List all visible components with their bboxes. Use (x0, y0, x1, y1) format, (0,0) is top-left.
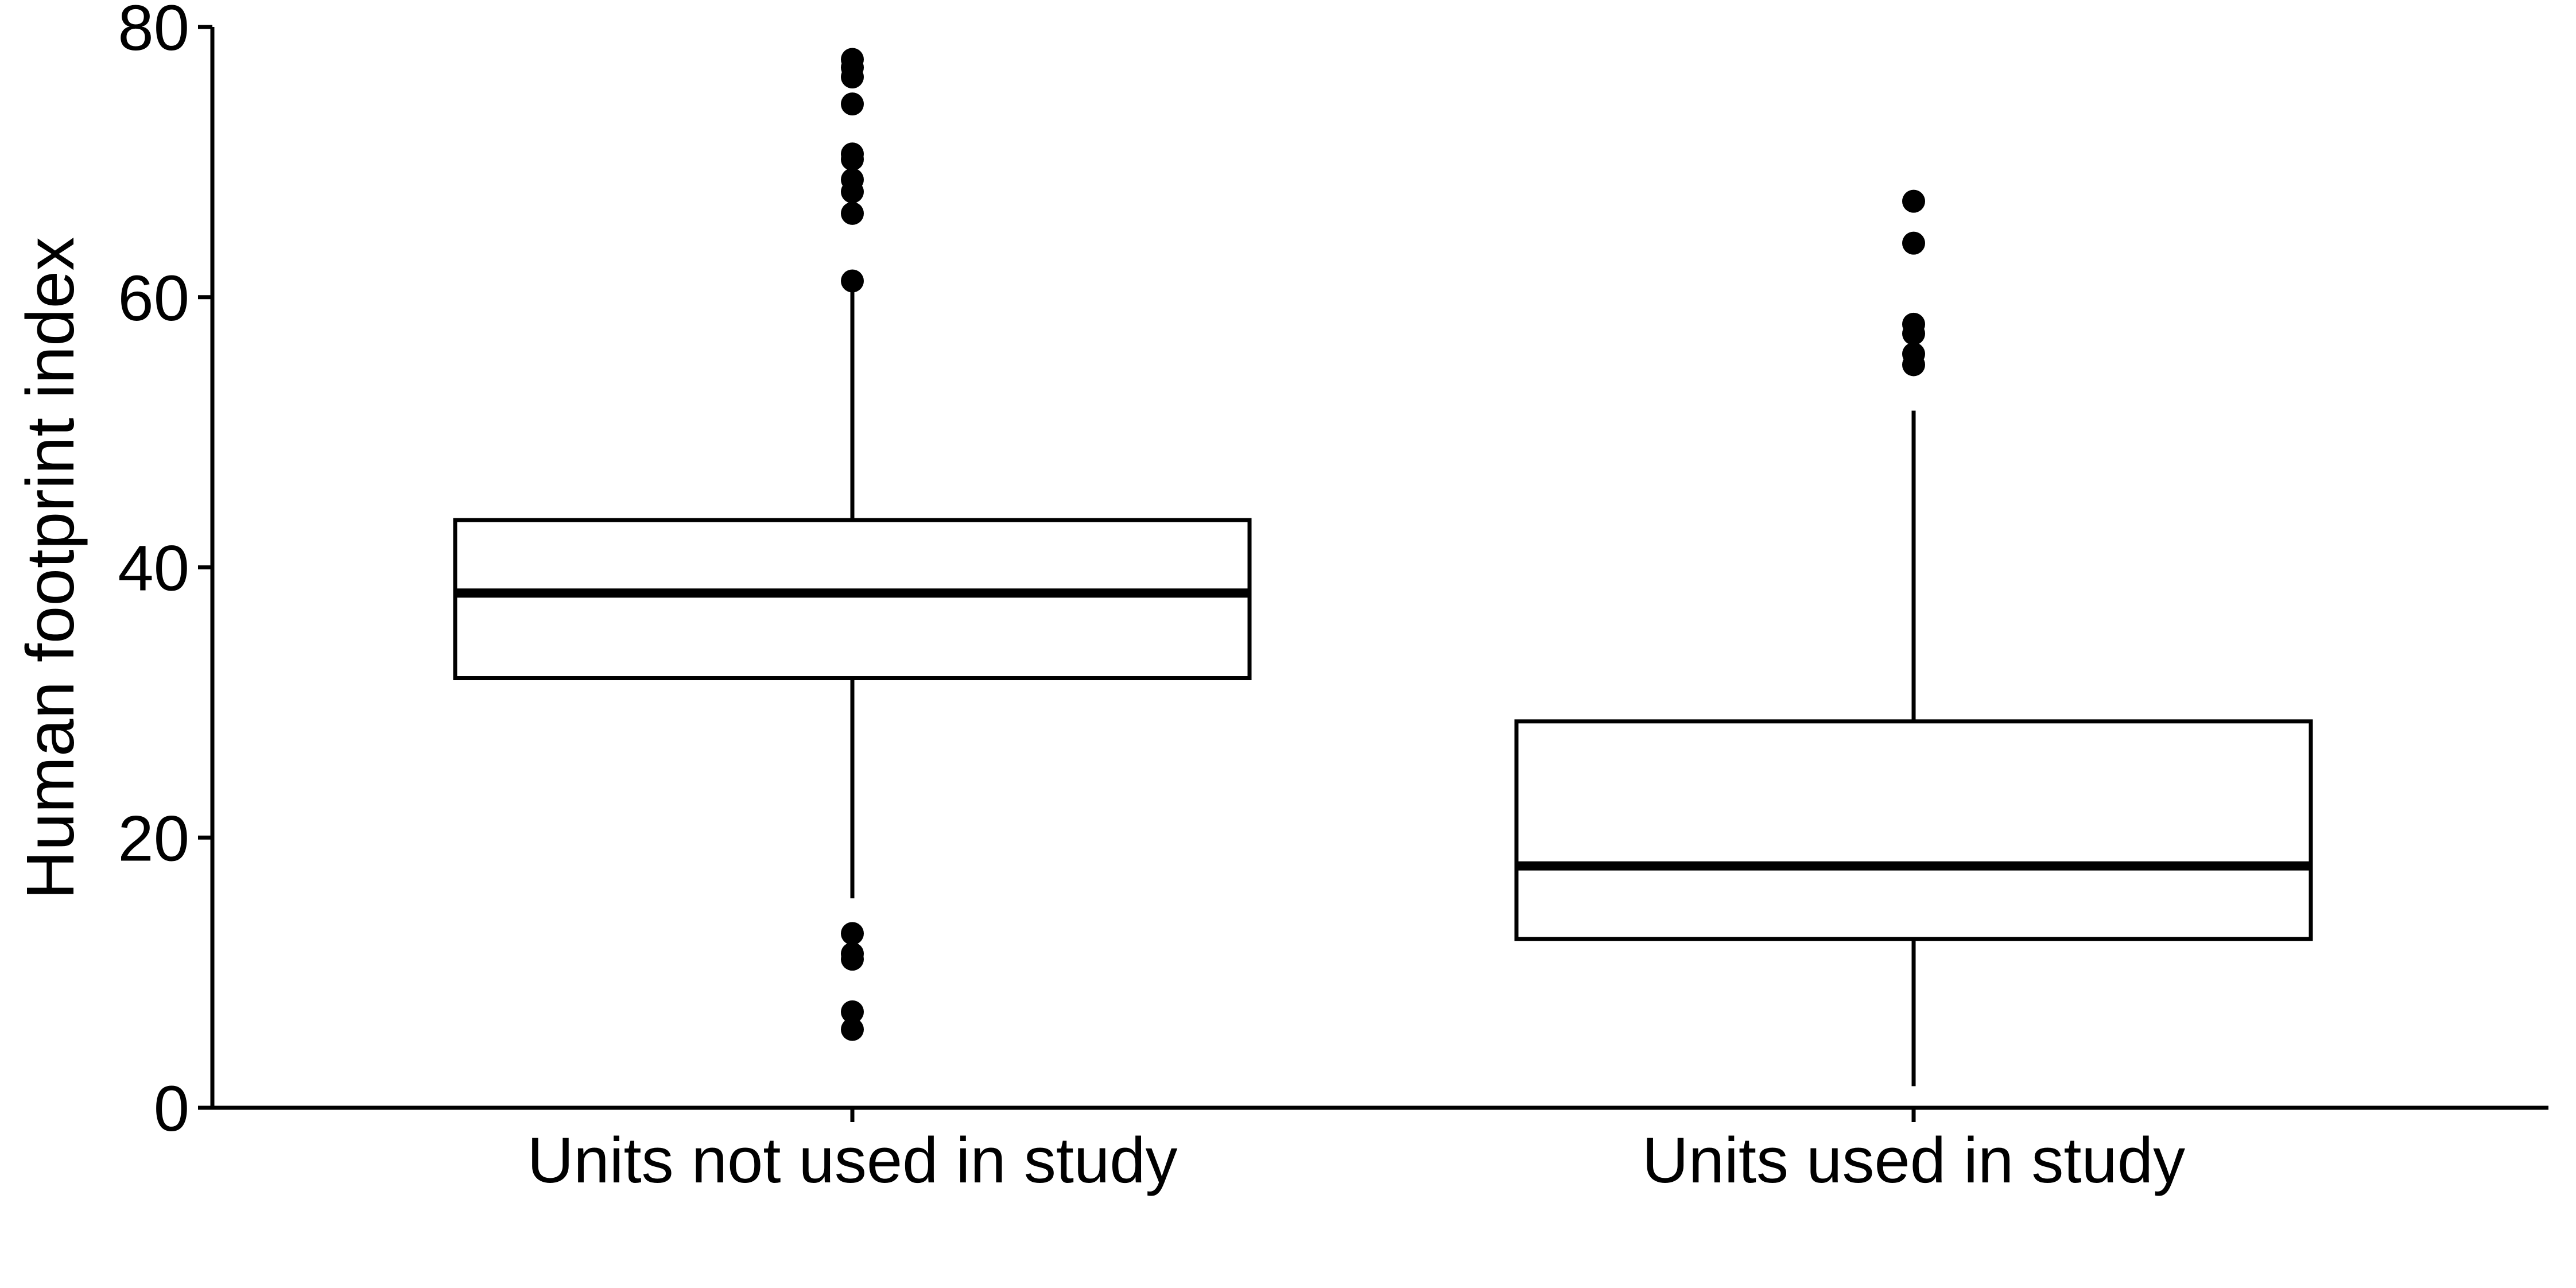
y-axis-label: Human footprint index (13, 237, 88, 899)
y-tick-label: 20 (118, 802, 189, 874)
outlier-point (841, 142, 864, 166)
outlier-point (841, 942, 864, 965)
outlier-point (841, 922, 864, 945)
outlier-point (1902, 342, 1925, 366)
outlier-point (841, 48, 864, 71)
box-group (453, 48, 1252, 1041)
iqr-box (1514, 719, 2313, 941)
outlier-point (1902, 189, 1925, 213)
outlier-point (841, 168, 864, 191)
axes: 0 20 40 60 80 Units not used in study Units u… (118, 0, 2548, 1196)
y-tick-label: 40 (118, 533, 189, 604)
y-tick-label: 60 (118, 262, 189, 334)
x-tick-label: Units used in study (1642, 1124, 2185, 1196)
outlier-point (841, 1000, 864, 1023)
y-tick-label: 0 (154, 1073, 189, 1145)
x-ticks: Units not used in study Units used in stu… (527, 1108, 2185, 1196)
y-tick-label: 80 (118, 0, 189, 64)
plot-marks (453, 48, 2313, 1087)
outlier-point (841, 1018, 864, 1041)
outlier-point (841, 201, 864, 225)
x-tick-label: Units not used in study (527, 1124, 1177, 1196)
outlier-point (1902, 231, 1925, 255)
iqr-box (453, 518, 1252, 681)
box-group (1514, 189, 2313, 1087)
outlier-point (1902, 312, 1925, 336)
y-ticks: 0 20 40 60 80 (118, 0, 212, 1145)
outlier-point (841, 92, 864, 116)
outlier-point (841, 269, 864, 293)
